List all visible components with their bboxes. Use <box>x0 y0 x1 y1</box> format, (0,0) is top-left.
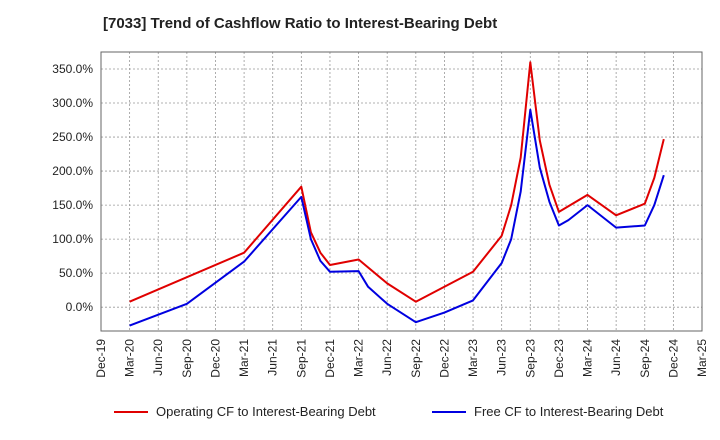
legend-label-free-cf: Free CF to Interest-Bearing Debt <box>474 404 664 419</box>
legend-label-operating-cf: Operating CF to Interest-Bearing Debt <box>156 404 376 419</box>
x-tick-label: Dec-21 <box>323 339 337 378</box>
series-layer <box>129 61 665 327</box>
x-tick-label: Dec-24 <box>666 339 680 378</box>
x-tick-label: Dec-19 <box>94 339 108 378</box>
grid-layer <box>100 52 703 331</box>
legend-item-operating-cf: Operating CF to Interest-Bearing Debt <box>114 404 376 419</box>
y-tick-label: 150.0% <box>52 198 93 212</box>
series-line-1 <box>129 108 665 327</box>
series-line-0 <box>129 61 665 303</box>
x-tick-label: Sep-22 <box>409 339 423 378</box>
x-tick-label: Mar-23 <box>466 339 480 377</box>
x-tick-label: Dec-23 <box>552 339 566 378</box>
x-tick-label: Jun-24 <box>609 339 623 376</box>
y-tick-label: 50.0% <box>59 266 93 280</box>
x-tick-label: Jun-22 <box>380 339 394 376</box>
y-tick-label: 300.0% <box>52 96 93 110</box>
chart-title: [7033] Trend of Cashflow Ratio to Intere… <box>103 15 498 32</box>
y-tick-label: 250.0% <box>52 130 93 144</box>
x-tick-label: Jun-20 <box>151 339 165 376</box>
x-tick-label: Mar-22 <box>352 339 366 377</box>
y-tick-label: 0.0% <box>66 300 94 314</box>
y-tick-label: 200.0% <box>52 164 93 178</box>
legend-swatch-free-cf <box>432 410 466 413</box>
x-tick-label: Mar-20 <box>123 339 137 377</box>
x-tick-label: Jun-23 <box>495 339 509 376</box>
x-tick-label: Sep-21 <box>294 339 308 378</box>
y-tick-label: 100.0% <box>52 232 93 246</box>
x-tick-label: Jun-21 <box>266 339 280 376</box>
x-tick-label: Sep-23 <box>523 339 537 378</box>
plot-frame <box>100 51 703 332</box>
y-axis-ticks: 0.0% 50.0% 100.0% 150.0% 200.0% 250.0% 300.0% 3… <box>52 62 93 314</box>
x-tick-label: Mar-21 <box>237 339 251 377</box>
legend: Operating CF to Interest-Bearing Debt Fr… <box>0 404 720 426</box>
y-tick-label: 350.0% <box>52 62 93 76</box>
x-axis-ticks: Dec-19 Mar-20 Jun-20 Sep-20 Dec-20 Mar-21 Jun-… <box>94 339 709 378</box>
x-tick-label: Mar-24 <box>581 339 595 377</box>
legend-swatch-operating-cf <box>114 410 148 413</box>
legend-item-free-cf: Free CF to Interest-Bearing Debt <box>432 404 663 419</box>
x-tick-label: Sep-20 <box>180 339 194 378</box>
x-tick-label: Dec-22 <box>437 339 451 378</box>
x-tick-label: Dec-20 <box>208 339 222 378</box>
x-tick-label: Sep-24 <box>638 339 652 378</box>
x-tick-label: Mar-25 <box>695 339 709 377</box>
